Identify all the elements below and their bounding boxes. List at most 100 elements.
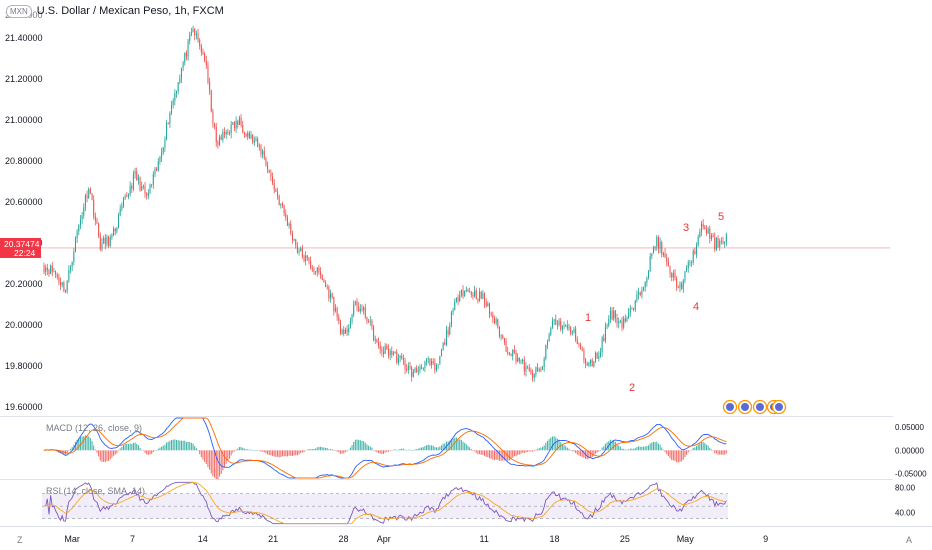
macd-histogram-bar	[184, 440, 186, 451]
candle-body	[694, 250, 696, 255]
candle	[452, 307, 454, 316]
macd-histogram-bar	[702, 442, 704, 451]
candle-body	[440, 350, 443, 357]
candle	[283, 204, 285, 217]
macd-histogram-bar	[209, 450, 211, 470]
candle-body	[161, 152, 163, 158]
macd-histogram-bar	[248, 449, 250, 451]
candle	[122, 196, 125, 209]
candle	[384, 342, 386, 355]
candle	[565, 324, 567, 327]
macd-histogram-bar	[247, 449, 249, 451]
macd-histogram-bar	[166, 442, 168, 451]
time-tick-label: Mar	[64, 534, 80, 544]
candle-body	[700, 223, 703, 232]
candle-body	[71, 261, 73, 267]
candle	[258, 143, 260, 151]
candle	[488, 302, 491, 319]
candle	[328, 285, 330, 302]
candle-body	[575, 328, 577, 340]
candle-body	[705, 228, 707, 234]
macd-histogram-bar	[484, 450, 486, 456]
macd-histogram-bar	[437, 447, 439, 451]
candle	[127, 193, 129, 200]
macd-histogram-bar	[609, 439, 611, 451]
macd-histogram-bar	[578, 450, 580, 456]
candle-body	[724, 241, 726, 244]
macd-histogram-bar	[434, 447, 436, 451]
candle	[81, 211, 83, 225]
rsi-legend[interactable]: RSI (14, close, SMA, 14)	[46, 486, 146, 496]
candle-body	[137, 177, 139, 181]
candle-body	[81, 215, 83, 220]
macd-histogram-bar	[189, 442, 191, 451]
macd-histogram-bar	[623, 448, 625, 451]
macd-histogram-bar	[407, 449, 409, 451]
macd-histogram-bar	[618, 445, 620, 451]
candle	[619, 319, 621, 324]
candle	[104, 234, 106, 250]
candle-body	[265, 157, 267, 166]
candle-body	[93, 199, 95, 217]
candle-body	[530, 370, 532, 373]
zoom-button[interactable]: Z	[17, 535, 23, 545]
candle	[426, 357, 428, 366]
macd-histogram-bar	[48, 450, 50, 451]
candle-body	[167, 123, 169, 124]
macd-histogram-bar	[667, 450, 669, 457]
candle	[124, 194, 126, 200]
macd-histogram-bar	[538, 448, 540, 451]
price-tick-label: 20.80000	[5, 156, 43, 166]
candle-body	[674, 272, 676, 279]
candle-body	[474, 290, 476, 297]
macd-histogram-bar	[656, 441, 658, 451]
macd-histogram-bar	[555, 437, 557, 451]
candle-body	[318, 267, 320, 272]
candle-body	[106, 236, 108, 245]
macd-histogram-bar	[681, 450, 683, 462]
candle	[498, 326, 500, 339]
macd-histogram-bar	[712, 450, 714, 451]
candle-body	[243, 132, 245, 135]
macd-histogram-bar	[560, 442, 562, 451]
candle	[623, 315, 625, 330]
symbol-title[interactable]: U.S. Dollar / Mexican Peso, 1h, FXCM	[36, 5, 224, 17]
macd-histogram-bar	[498, 450, 500, 461]
candle	[401, 352, 403, 360]
candle	[339, 319, 341, 336]
candle	[724, 241, 726, 248]
macd-histogram-bar	[293, 450, 295, 456]
auto-scale-button[interactable]: A	[906, 535, 913, 545]
candle	[449, 322, 451, 336]
macd-histogram-bar	[257, 450, 259, 451]
candle	[427, 356, 429, 364]
candle	[525, 362, 527, 377]
macd-histogram-bar	[68, 450, 70, 451]
candle-body	[609, 310, 611, 320]
candle-body	[553, 319, 555, 321]
macd-histogram-bar	[205, 450, 207, 464]
macd-histogram-bar	[190, 442, 192, 451]
macd-histogram-bar	[174, 439, 176, 451]
candle	[540, 366, 542, 372]
currency-badge[interactable]: MXN	[6, 4, 32, 18]
candle-body	[546, 341, 549, 345]
candle-body	[227, 131, 229, 134]
candle	[368, 318, 370, 324]
candle	[338, 313, 340, 325]
macd-legend[interactable]: MACD (12, 26, close, 9)	[46, 423, 143, 433]
candle	[551, 317, 553, 330]
candle-body	[255, 138, 257, 141]
candle	[651, 253, 653, 260]
macd-histogram-bar	[724, 450, 726, 455]
candle-body	[263, 150, 265, 158]
candle	[119, 204, 121, 217]
candle	[596, 352, 598, 359]
candle-body	[520, 361, 522, 362]
macd-histogram-bar	[606, 442, 608, 451]
macd-histogram-bar	[169, 440, 171, 451]
candle	[144, 182, 146, 198]
candle	[267, 161, 269, 174]
